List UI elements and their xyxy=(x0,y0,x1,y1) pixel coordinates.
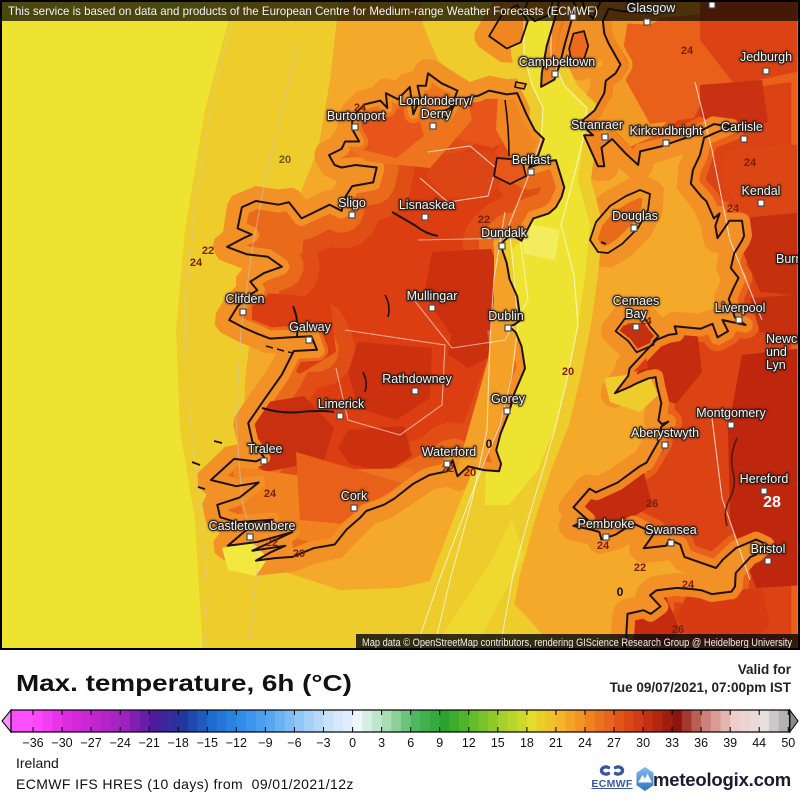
svg-text:24: 24 xyxy=(597,540,610,552)
svg-text:21: 21 xyxy=(549,736,563,750)
svg-text:24: 24 xyxy=(681,45,694,57)
svg-text:44: 44 xyxy=(752,736,766,750)
svg-text:Map data © OpenStreetMap contr: Map data © OpenStreetMap contributors, r… xyxy=(362,637,792,649)
svg-text:3: 3 xyxy=(378,736,385,750)
svg-text:Cork: Cork xyxy=(341,489,368,503)
svg-text:9: 9 xyxy=(436,736,443,750)
svg-text:Castletownbere: Castletownbere xyxy=(209,519,296,533)
svg-text:0: 0 xyxy=(486,437,493,451)
svg-text:−15: −15 xyxy=(197,736,218,750)
svg-text:27: 27 xyxy=(607,736,621,750)
svg-text:Waterford: Waterford xyxy=(422,445,476,459)
svg-text:Campbeltown: Campbeltown xyxy=(519,55,595,69)
svg-text:24: 24 xyxy=(264,488,277,500)
svg-text:24: 24 xyxy=(578,736,592,750)
svg-text:Derry: Derry xyxy=(421,107,452,121)
svg-text:Douglas: Douglas xyxy=(612,209,658,223)
svg-text:Sligo: Sligo xyxy=(338,196,366,210)
svg-text:−18: −18 xyxy=(168,736,189,750)
svg-text:30: 30 xyxy=(636,736,650,750)
svg-text:20: 20 xyxy=(464,467,476,479)
svg-text:Pembroke: Pembroke xyxy=(578,517,635,531)
svg-text:−9: −9 xyxy=(258,736,272,750)
svg-text:18: 18 xyxy=(520,736,534,750)
svg-text:Burn: Burn xyxy=(776,252,800,266)
svg-text:Lyn: Lyn xyxy=(766,358,786,372)
svg-text:−30: −30 xyxy=(51,736,72,750)
svg-text:12: 12 xyxy=(462,736,476,750)
svg-text:Bristol: Bristol xyxy=(751,542,786,556)
svg-text:20: 20 xyxy=(279,154,291,166)
svg-text:−6: −6 xyxy=(287,736,301,750)
svg-text:24: 24 xyxy=(727,203,740,215)
svg-text:Mullingar: Mullingar xyxy=(407,289,458,303)
svg-text:Galway: Galway xyxy=(289,320,331,334)
svg-text:28: 28 xyxy=(763,494,781,511)
svg-text:Londonderry/: Londonderry/ xyxy=(399,94,473,108)
svg-text:Kirkcudbright: Kirkcudbright xyxy=(630,124,703,138)
svg-text:Kendal: Kendal xyxy=(742,184,781,198)
svg-text:Glasgow: Glasgow xyxy=(627,1,677,15)
svg-text:Dundalk: Dundalk xyxy=(481,226,528,240)
svg-text:24: 24 xyxy=(640,316,652,327)
svg-text:24: 24 xyxy=(744,157,757,169)
svg-text:Clifden: Clifden xyxy=(226,292,265,306)
svg-text:50: 50 xyxy=(781,736,795,750)
svg-text:0: 0 xyxy=(617,585,624,599)
svg-text:−27: −27 xyxy=(80,736,101,750)
svg-text:6: 6 xyxy=(407,736,414,750)
svg-text:Jedburgh: Jedburgh xyxy=(740,50,792,64)
svg-text:26: 26 xyxy=(672,624,684,636)
svg-text:Stranraer: Stranraer xyxy=(571,118,623,132)
svg-text:22: 22 xyxy=(634,562,646,574)
svg-text:24: 24 xyxy=(682,579,695,591)
svg-text:Burtonport: Burtonport xyxy=(327,109,386,123)
svg-text:−3: −3 xyxy=(316,736,330,750)
svg-text:Liverpool: Liverpool xyxy=(715,301,766,315)
svg-text:Bay: Bay xyxy=(625,307,647,321)
svg-text:und: und xyxy=(766,345,787,359)
svg-text:−36: −36 xyxy=(22,736,43,750)
svg-text:Lisnaskea: Lisnaskea xyxy=(399,198,455,212)
svg-text:15: 15 xyxy=(491,736,505,750)
svg-text:33: 33 xyxy=(665,736,679,750)
svg-text:0: 0 xyxy=(349,736,356,750)
svg-text:39: 39 xyxy=(723,736,737,750)
svg-text:Newca: Newca xyxy=(766,332,800,346)
svg-text:Limerick: Limerick xyxy=(318,397,365,411)
svg-text:36: 36 xyxy=(694,736,708,750)
svg-text:−24: −24 xyxy=(110,736,131,750)
svg-text:Montgomery: Montgomery xyxy=(696,406,766,420)
svg-text:Tralee: Tralee xyxy=(248,442,283,456)
svg-text:Dublin: Dublin xyxy=(488,309,523,323)
svg-text:Rathdowney: Rathdowney xyxy=(382,372,452,386)
svg-text:22: 22 xyxy=(478,214,490,226)
svg-text:Carlisle: Carlisle xyxy=(721,120,763,134)
svg-text:26: 26 xyxy=(646,498,658,510)
svg-text:22: 22 xyxy=(202,245,214,257)
svg-text:24: 24 xyxy=(354,102,367,114)
svg-text:22: 22 xyxy=(266,537,278,549)
svg-text:Cemaes: Cemaes xyxy=(613,294,660,308)
svg-text:Gorey: Gorey xyxy=(491,392,526,406)
svg-text:−21: −21 xyxy=(139,736,160,750)
svg-text:Hereford: Hereford xyxy=(740,472,789,486)
svg-text:Swansea: Swansea xyxy=(645,523,696,537)
svg-text:Belfast: Belfast xyxy=(512,153,551,167)
svg-text:Aberystwyth: Aberystwyth xyxy=(631,426,699,440)
svg-text:24: 24 xyxy=(190,257,203,269)
svg-text:20: 20 xyxy=(562,366,574,378)
svg-text:This service is based on data: This service is based on data and produc… xyxy=(8,4,598,18)
svg-text:−12: −12 xyxy=(226,736,247,750)
svg-text:20: 20 xyxy=(293,548,305,560)
